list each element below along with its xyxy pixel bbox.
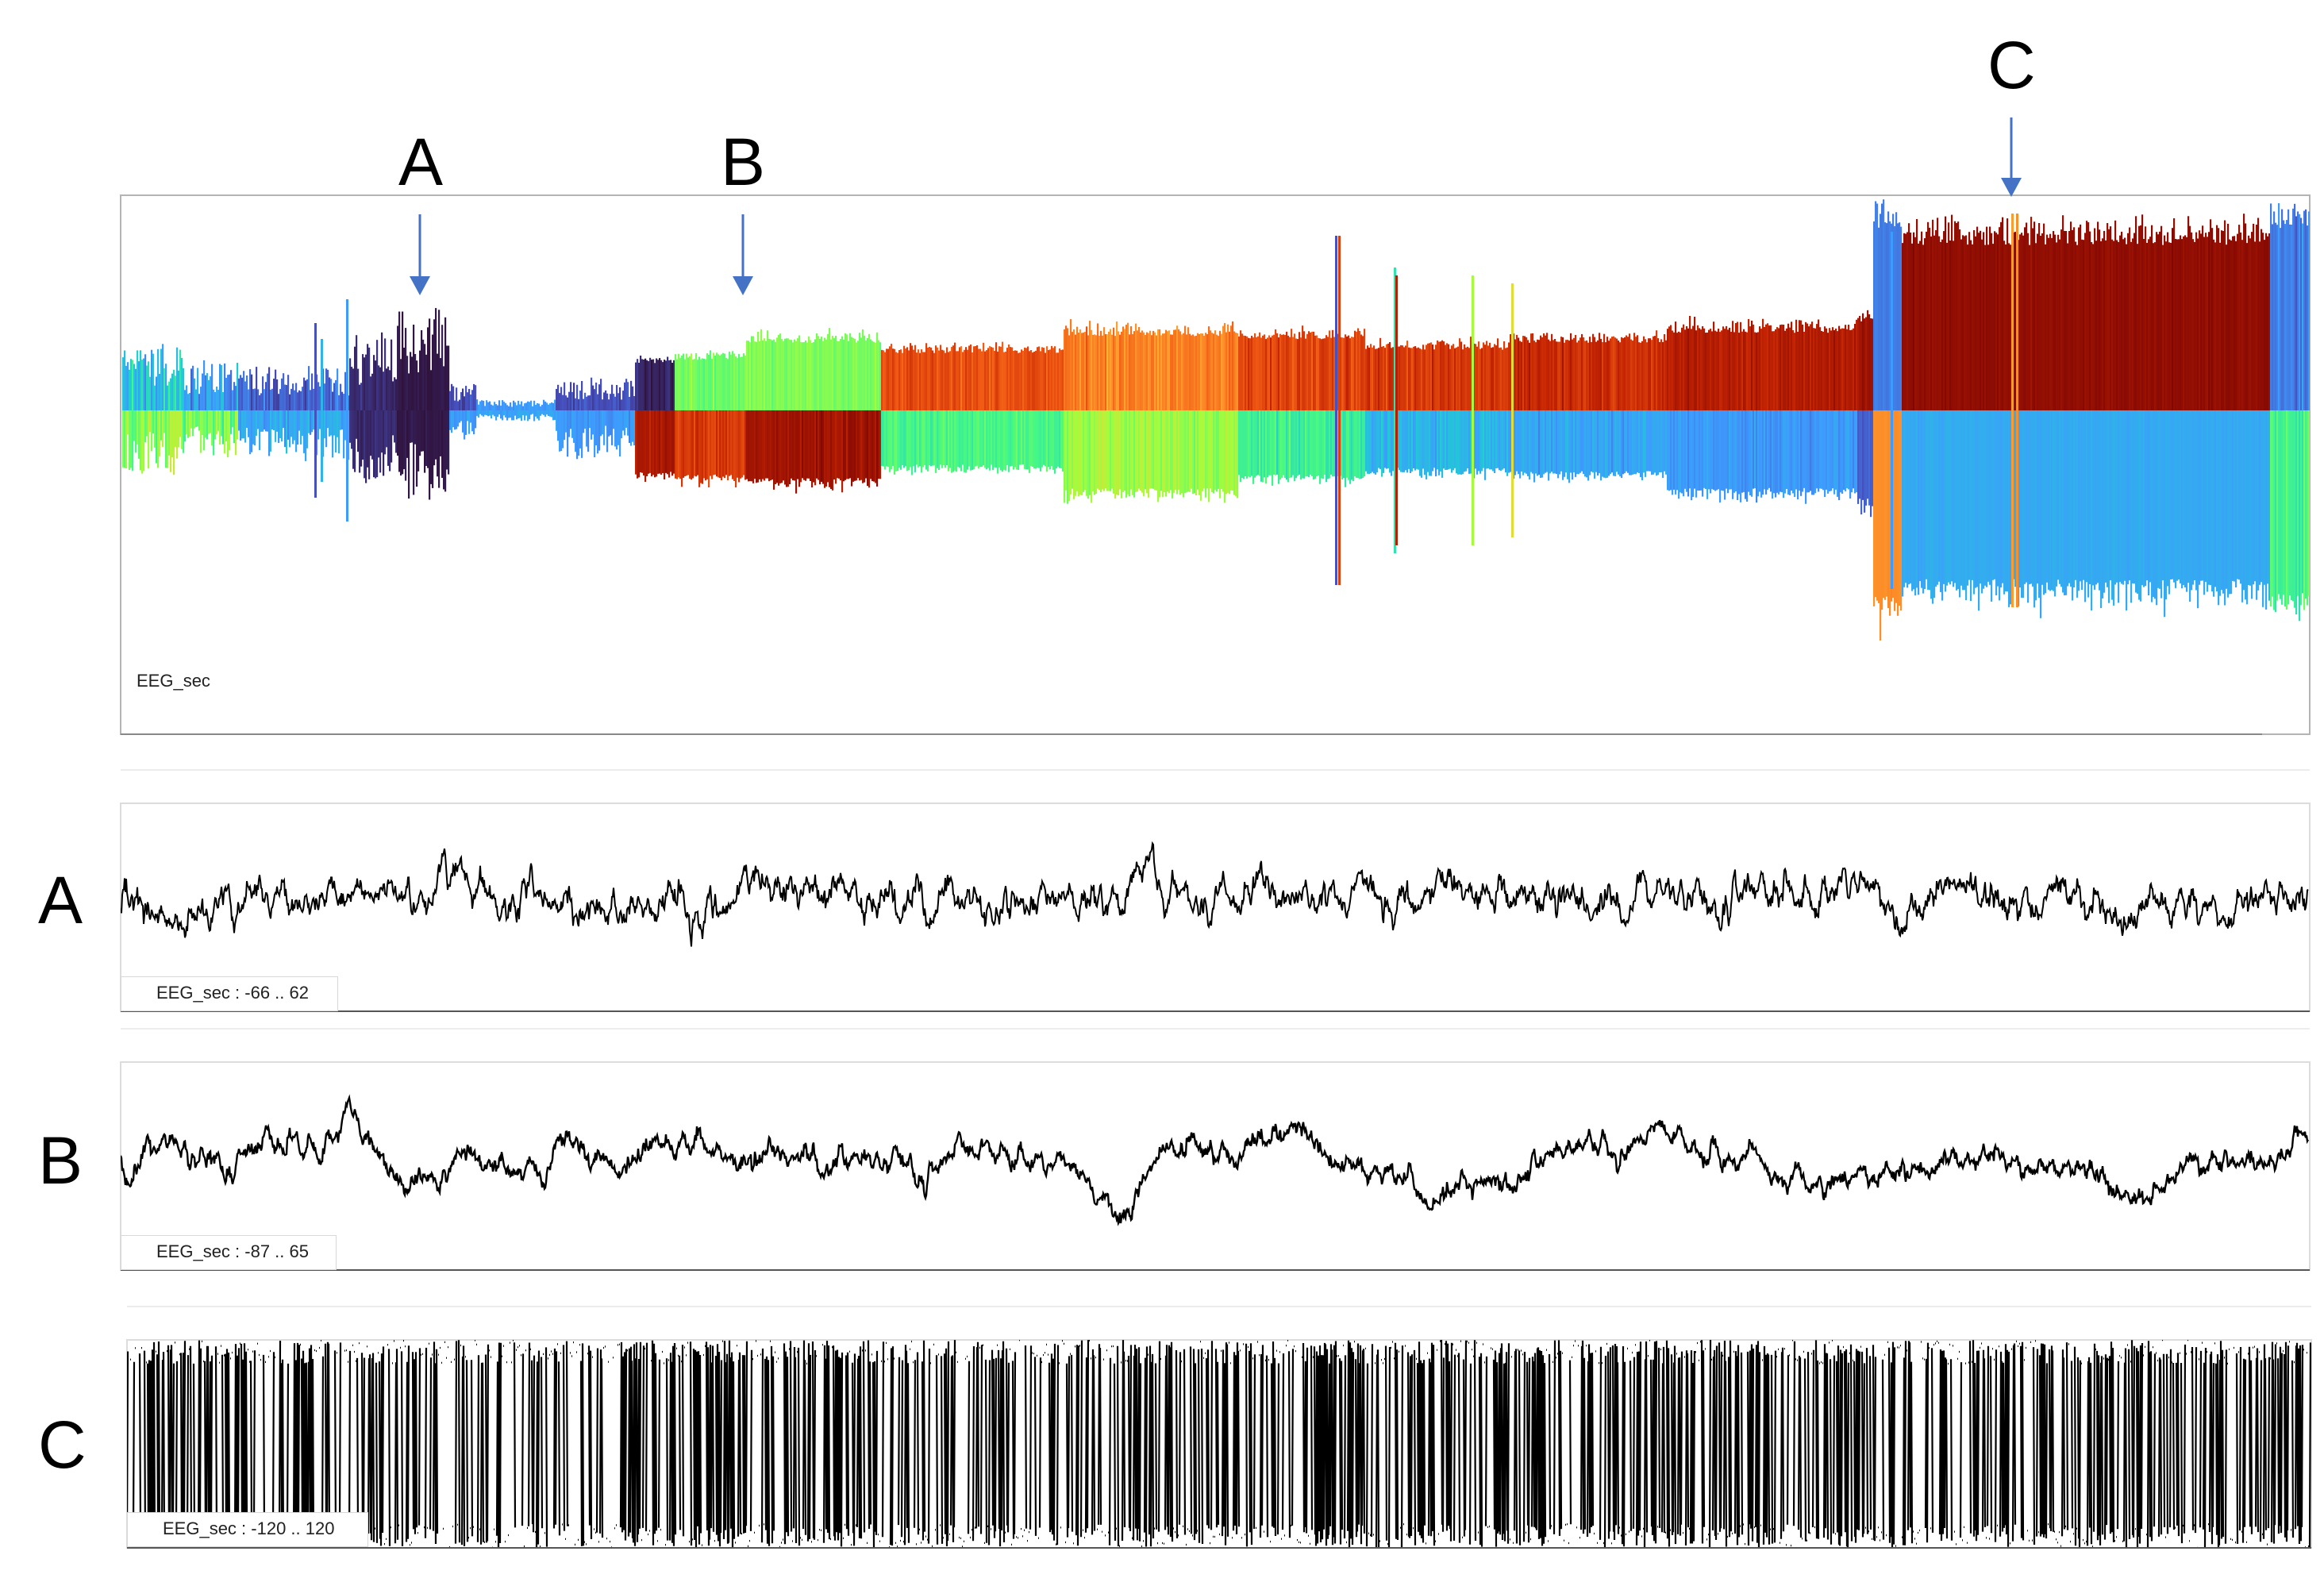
marker-arrow-c — [2001, 117, 2022, 197]
trace-frame — [120, 803, 2311, 1012]
trace-side-label-b: B — [38, 1123, 83, 1198]
marker-label-b: B — [721, 125, 766, 199]
trace-range-label-c: EEG_sec : -120 .. 120 — [127, 1512, 368, 1547]
trace-panel-a — [120, 803, 2311, 1012]
trace-range-label-b: EEG_sec : -87 .. 65 — [121, 1235, 337, 1270]
overview-channel-label: EEG_sec — [137, 671, 210, 691]
trace-side-label-a: A — [38, 863, 83, 937]
trace-panel-b — [120, 1061, 2311, 1271]
marker-label-a: A — [398, 125, 444, 199]
marker-arrow-a — [410, 214, 430, 295]
trace-side-label-c: C — [38, 1407, 87, 1482]
eeg-trace-a — [121, 841, 2309, 947]
marker-arrow-b — [733, 214, 753, 295]
trace-range-label-a: EEG_sec : -66 .. 62 — [121, 976, 338, 1011]
marker-label-c: C — [1987, 28, 2036, 102]
trace-panel-c — [126, 1339, 2312, 1549]
overview-panel — [120, 194, 2311, 735]
eeg-trace-b — [121, 1094, 2310, 1226]
trace-frame — [120, 1061, 2311, 1271]
overview-spectrogram-bars — [122, 199, 2310, 641]
